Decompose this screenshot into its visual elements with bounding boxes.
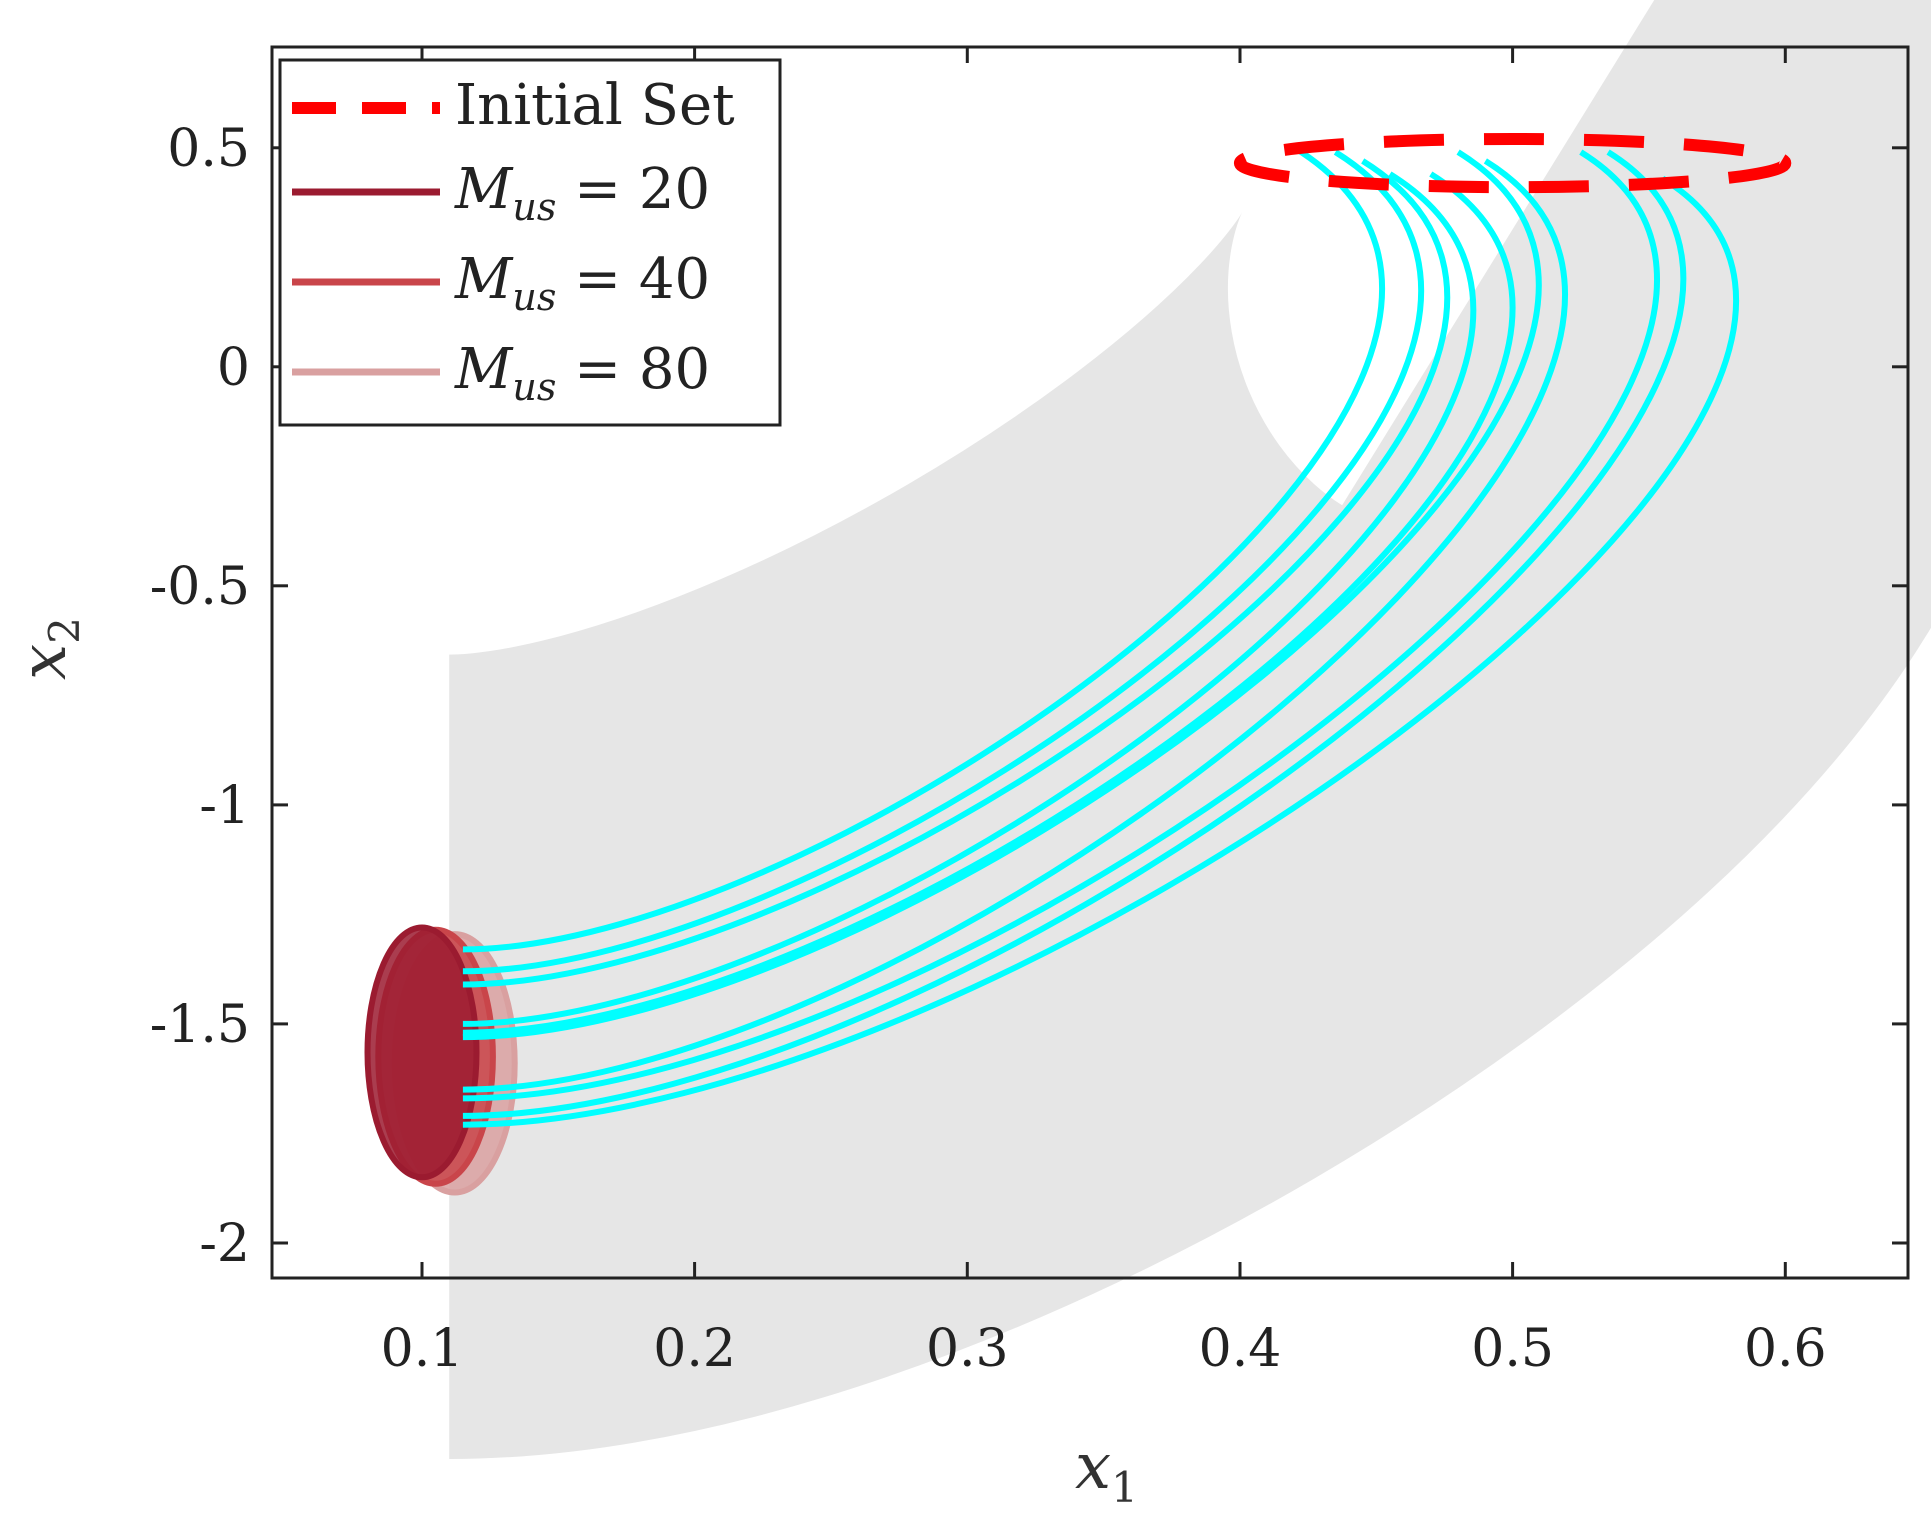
trajectory-6	[462, 158, 1568, 1093]
x-ticks: 0.1 0.2 0.3 0.4 0.5 0.6	[381, 47, 1827, 1379]
axes-frame	[270, 45, 1910, 1280]
x-tick-label: 0.5	[1471, 1319, 1554, 1379]
x-tick-label: 0.1	[381, 1319, 464, 1379]
trajectory-8	[462, 149, 1687, 1119]
initial-set-ellipse	[1233, 133, 1792, 194]
trajectory-0	[462, 145, 1385, 953]
reach-tube	[438, 0, 1931, 1459]
reach-tube-layer	[438, 0, 1931, 1459]
y-tick-label: 0	[217, 338, 250, 398]
x-tick-label: 0.6	[1744, 1319, 1827, 1379]
x-tick-label: 0.3	[926, 1319, 1009, 1379]
trajectories-layer	[462, 145, 1739, 1128]
legend-label-mus-80: Mus = 80	[454, 337, 710, 409]
initial-set-layer	[1233, 133, 1792, 194]
legend: Initial Set Mus = 20 Mus = 40 Mus = 80	[278, 58, 782, 427]
y-axis-label: x2	[7, 617, 89, 680]
x-axis-label: x1	[1075, 1430, 1138, 1512]
y-ticks: 0.5 0 -0.5 -1 -1.5 -2	[150, 119, 1908, 1274]
y-tick-label: -2	[199, 1214, 250, 1274]
x-tick-label: 0.4	[1199, 1319, 1282, 1379]
legend-label-initial-set: Initial Set	[455, 73, 735, 138]
x-tick-label: 0.2	[653, 1319, 736, 1379]
y-tick-label: -1.5	[150, 995, 250, 1055]
legend-box	[278, 58, 782, 427]
y-tick-label: -1	[199, 776, 250, 836]
trajectory-4	[462, 171, 1516, 1036]
trajectory-7	[462, 149, 1661, 1102]
final-sets-layer	[364, 924, 518, 1196]
trajectory-3	[462, 171, 1477, 1027]
legend-label-mus-20: Mus = 20	[454, 157, 710, 229]
y-tick-label: -0.5	[150, 557, 250, 617]
trajectory-2	[462, 158, 1451, 988]
final-set-ellipse-2	[364, 924, 480, 1181]
trajectory-5	[462, 149, 1542, 1041]
trajectory-1	[462, 149, 1425, 975]
trajectory-9	[462, 175, 1739, 1128]
y-tick-label: 0.5	[167, 119, 250, 179]
legend-label-mus-40: Mus = 40	[454, 247, 710, 319]
